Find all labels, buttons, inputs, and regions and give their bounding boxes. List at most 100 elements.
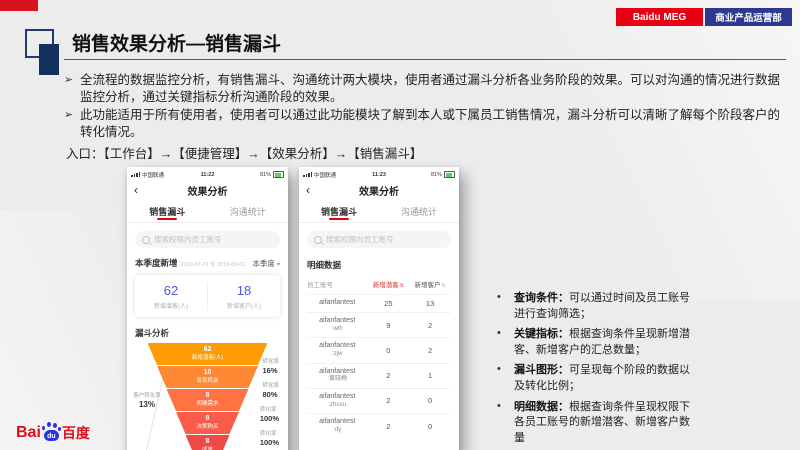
sort-icon: ⇅ xyxy=(441,283,446,289)
battery-icon xyxy=(444,171,456,178)
baidu-paw-icon: du xyxy=(41,422,61,441)
badge-label: 商业产品运营部 xyxy=(715,13,782,24)
phone-mockup-funnel: 中国联通 11:22 81% ‹ 效果分析 销售漏斗 沟通统计 搜索权限内员工账… xyxy=(127,167,288,450)
account-sub: :zhuxu xyxy=(328,401,347,408)
overall-conversion-value: 13% xyxy=(138,400,155,410)
tab-communication-stats[interactable]: 沟通统计 xyxy=(208,200,289,222)
overall-conversion-label: 客户转化率 xyxy=(133,393,161,399)
funnel-stage-label: 发现机会 xyxy=(196,377,219,384)
title-underline xyxy=(64,59,786,60)
period-selector[interactable]: 本季度 ▾ xyxy=(252,258,280,269)
conversion-rate: 转化率 100% xyxy=(260,407,279,424)
col-header-new-customers[interactable]: 新增客户⇅ xyxy=(409,279,451,289)
clock: 11:23 xyxy=(372,171,386,178)
tab-sales-funnel[interactable]: 销售漏斗 xyxy=(299,200,379,222)
logo-text-du: du xyxy=(47,433,56,440)
badge-label: Baidu MEG xyxy=(632,11,687,23)
feature-term: 漏斗图形： xyxy=(514,364,569,377)
account-name: aifanfantest xyxy=(319,367,356,375)
leads-count: 25 xyxy=(384,299,393,308)
detail-table: 员工账号 新增潜客⇅ 新增客户⇅ aifanfantest 25 13 aifa… xyxy=(307,276,451,438)
rate-value: 100% xyxy=(259,438,279,448)
customers-count: 0 xyxy=(428,421,433,431)
feature-desc: 根据查询条件呈现新增潜客、新增客户的汇总数量； xyxy=(514,328,690,356)
status-bar: 中国联通 11:23 81% xyxy=(299,167,459,180)
back-button[interactable]: ‹ xyxy=(306,183,310,197)
tab-label: 销售漏斗 xyxy=(320,206,357,217)
intro-section: ➢ 全流程的数据监控分析，有销售漏斗、沟通统计两大模块，使用者通过漏斗分析各业务… xyxy=(64,72,792,163)
nav-title: 效果分析 xyxy=(359,186,399,198)
col-header-new-leads[interactable]: 新增潜客⇅ xyxy=(367,279,409,289)
funnel-stage: 8 成单 xyxy=(185,435,230,450)
customers-count: 2 xyxy=(428,345,433,355)
sort-icon: ⇅ xyxy=(399,283,404,289)
table-row[interactable]: aifanfantest:黄晓梅 2 1 xyxy=(307,362,451,388)
account-name: aifanfantest xyxy=(319,299,356,307)
funnel-stage: 8 决策购买 xyxy=(176,412,239,434)
nav-title: 效果分析 xyxy=(187,186,228,198)
account-name: aifanfantest xyxy=(319,317,356,324)
leads-count: 9 xyxy=(386,320,391,330)
dot-bullet-icon: • xyxy=(497,399,501,412)
kpi-label: 新增客户(人) xyxy=(227,304,261,310)
carrier-label: 中国联通 xyxy=(142,172,165,179)
entry-path: 入口：【工作台】→【便捷管理】→【效果分析】→【销售漏斗】 xyxy=(66,147,423,161)
account-sub: :dy xyxy=(333,426,342,433)
rate-value: 16% xyxy=(262,366,278,376)
arrow-bullet-icon: ➢ xyxy=(64,74,74,86)
dot-bullet-icon: • xyxy=(497,327,501,340)
intro-bullet-text: 此功能适用于所有使用者，使用者可以通过此功能模块了解到本人或下属员工销售情况，漏… xyxy=(80,108,781,139)
tab-communication-stats[interactable]: 沟通统计 xyxy=(379,200,459,222)
table-row[interactable]: aifanfantest:zjw 0 2 xyxy=(307,337,451,362)
kpi-new-customers: 18 新增客户(人) xyxy=(208,283,280,310)
rate-label: 转化率 xyxy=(259,431,277,437)
conversion-rate: 转化率 100% xyxy=(260,431,279,448)
rate-value: 100% xyxy=(259,414,279,424)
funnel-stage-label: 新增潜客(人) xyxy=(191,354,224,361)
leads-count: 2 xyxy=(386,396,391,406)
funnel-section-title: 漏斗分析 xyxy=(135,328,170,338)
funnel-stage-value: 8 xyxy=(205,438,210,446)
logo-text-bai: Bai xyxy=(16,424,41,441)
funnel-stage: 62 新增潜客(人) xyxy=(147,343,268,365)
funnel-stage-value: 62 xyxy=(203,346,212,354)
account-name: aifanfantest xyxy=(319,342,356,350)
detail-section-title: 明细数据 xyxy=(307,260,342,270)
funnel-stage-value: 8 xyxy=(205,392,210,400)
search-input[interactable]: 搜索权限内员工账号 xyxy=(307,231,451,248)
tab-bar: 销售漏斗 沟通统计 xyxy=(299,200,459,223)
table-row[interactable]: aifanfantest:wlh 9 2 xyxy=(307,312,451,337)
battery-percent: 81% xyxy=(431,171,443,178)
feature-term: 明细数据： xyxy=(514,400,569,413)
search-icon xyxy=(142,235,150,244)
carrier-label: 中国联通 xyxy=(314,172,337,179)
dot-bullet-icon: • xyxy=(497,291,501,303)
chevron-down-icon: ▾ xyxy=(276,262,280,268)
table-row[interactable]: aifanfantest 25 13 xyxy=(307,294,451,312)
col-header-account: 员工账号 xyxy=(307,282,333,289)
battery-percent: 81% xyxy=(259,171,271,178)
feature-desc: 可呈现每个阶段的数据以及转化比例； xyxy=(514,364,690,393)
kpi-card: 62 新增潜客(人) 18 新增客户(人) xyxy=(135,275,280,317)
funnel-stage-label: 明确需求 xyxy=(196,400,219,407)
col-header-label: 新增客户 xyxy=(414,282,441,289)
search-input[interactable]: 搜索权限内员工账号 xyxy=(135,231,280,248)
kpi-value: 62 xyxy=(163,283,179,298)
dot-bullet-icon: • xyxy=(497,363,501,376)
table-row[interactable]: aifanfantest:zhuxu 2 0 xyxy=(307,387,451,413)
battery-icon xyxy=(273,171,284,178)
feature-item: • 明细数据：根据查询条件呈现权限下各员工账号的新增潜客、新增客户数量 xyxy=(497,400,723,447)
badge-department: 商业产品运营部 xyxy=(705,8,792,26)
tab-sales-funnel[interactable]: 销售漏斗 xyxy=(127,200,208,222)
table-row[interactable]: aifanfantest:dy 2 0 xyxy=(307,413,451,438)
feature-term: 查询条件： xyxy=(514,292,569,304)
rate-label: 转化率 xyxy=(262,359,279,365)
account-sub: :黄晓梅 xyxy=(327,376,348,383)
feature-desc: 根据查询条件呈现权限下各员工账号的新增潜客、新增客户数量 xyxy=(514,400,690,444)
back-button[interactable]: ‹ xyxy=(134,183,138,197)
baidu-logo: Bai du 百度 xyxy=(16,422,90,441)
funnel-stage-label: 成单 xyxy=(201,446,213,450)
search-placeholder: 搜索权限内员工账号 xyxy=(154,235,222,244)
customers-count: 13 xyxy=(425,299,435,308)
tab-label: 沟通统计 xyxy=(229,206,266,217)
